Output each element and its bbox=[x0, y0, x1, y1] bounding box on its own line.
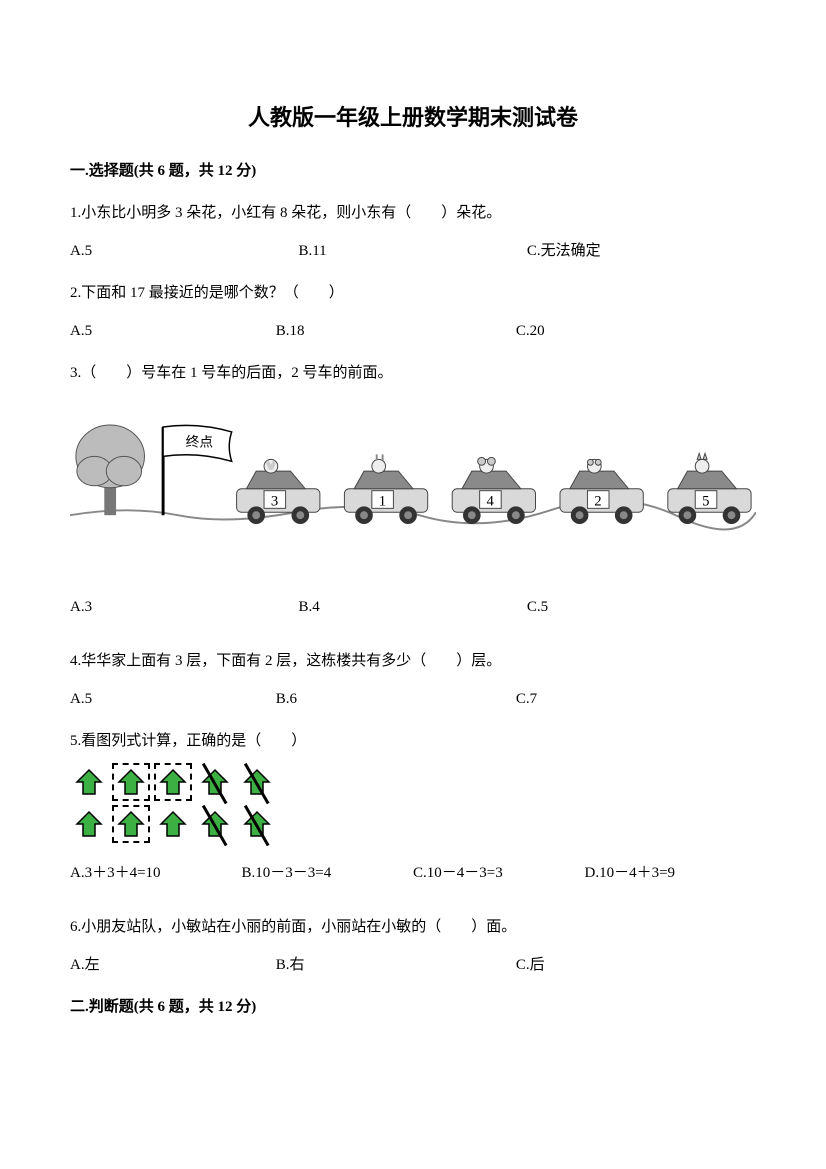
arrow-icon bbox=[70, 763, 108, 801]
arrows-figure bbox=[70, 763, 756, 843]
q4-option-b: B.6 bbox=[276, 687, 516, 711]
question-1: 1.小东比小明多 3 朵花，小红有 8 朵花，则小东有（ ）朵花。 A.5 B.… bbox=[70, 201, 756, 263]
question-6-options: A.左 B.右 C.后 bbox=[70, 953, 756, 977]
question-3-text: 3.（ ）号车在 1 号车的后面，2 号车的前面。 bbox=[70, 361, 756, 385]
svg-text:3: 3 bbox=[271, 494, 278, 510]
question-5-options: A.3＋3＋4=10 B.10－3－3=4 C.10－4－3=3 D.10－4＋… bbox=[70, 861, 756, 885]
finish-flag-icon: 终点 bbox=[163, 426, 232, 516]
question-3: 3.（ ）号车在 1 号车的后面，2 号车的前面。 终点 3 bbox=[70, 361, 756, 619]
q5-option-c: C.10－4－3=3 bbox=[413, 861, 585, 885]
q5-option-d: D.10－4＋3=9 bbox=[585, 861, 757, 885]
question-5: 5.看图列式计算，正确的是（ ） A.3＋3＋4=10 B.10－3－3=4 C… bbox=[70, 729, 756, 885]
question-6-text: 6.小朋友站队，小敏站在小丽的前面，小丽站在小敏的（ ）面。 bbox=[70, 915, 756, 939]
question-1-options: A.5 B.11 C.无法确定 bbox=[70, 239, 756, 263]
question-2-text: 2.下面和 17 最接近的是哪个数？（ ） bbox=[70, 281, 756, 305]
q1-option-b: B.11 bbox=[298, 239, 526, 263]
car-4: 4 bbox=[452, 458, 535, 525]
arrow-icon bbox=[154, 805, 192, 843]
flag-label: 终点 bbox=[186, 435, 214, 450]
q6-option-b: B.右 bbox=[276, 953, 516, 977]
arrow-icon bbox=[196, 763, 234, 801]
question-2: 2.下面和 17 最接近的是哪个数？（ ） A.5 B.18 C.20 bbox=[70, 281, 756, 343]
q3-option-c: C.5 bbox=[527, 595, 755, 619]
svg-text:2: 2 bbox=[594, 494, 601, 510]
arrow-icon bbox=[238, 805, 276, 843]
q4-option-c: C.7 bbox=[516, 687, 756, 711]
arrow-row-1 bbox=[70, 763, 756, 801]
q5-option-b: B.10－3－3=4 bbox=[242, 861, 414, 885]
question-4: 4.华华家上面有 3 层，下面有 2 层，这栋楼共有多少（ ）层。 A.5 B.… bbox=[70, 649, 756, 711]
q5-option-a: A.3＋3＋4=10 bbox=[70, 861, 242, 885]
q6-option-a: A.左 bbox=[70, 953, 276, 977]
tree-icon bbox=[76, 425, 145, 515]
arrow-row-2 bbox=[70, 805, 756, 843]
arrow-icon bbox=[154, 763, 192, 801]
section-2-header: 二.判断题(共 6 题，共 12 分) bbox=[70, 995, 756, 1019]
svg-text:5: 5 bbox=[702, 494, 709, 510]
q2-option-a: A.5 bbox=[70, 319, 276, 343]
car-scene-illustration: 终点 3 1 bbox=[70, 401, 756, 551]
arrow-icon bbox=[70, 805, 108, 843]
arrow-icon bbox=[112, 763, 150, 801]
q6-option-c: C.后 bbox=[516, 953, 756, 977]
arrow-icon bbox=[196, 805, 234, 843]
q3-option-a: A.3 bbox=[70, 595, 298, 619]
question-4-options: A.5 B.6 C.7 bbox=[70, 687, 756, 711]
q1-option-c: C.无法确定 bbox=[527, 239, 755, 263]
q1-option-a: A.5 bbox=[70, 239, 298, 263]
svg-text:4: 4 bbox=[487, 494, 495, 510]
page-title: 人教版一年级上册数学期末测试卷 bbox=[70, 100, 756, 135]
question-1-text: 1.小东比小明多 3 朵花，小红有 8 朵花，则小东有（ ）朵花。 bbox=[70, 201, 756, 225]
q2-option-b: B.18 bbox=[276, 319, 516, 343]
q3-option-b: B.4 bbox=[298, 595, 526, 619]
question-4-text: 4.华华家上面有 3 层，下面有 2 层，这栋楼共有多少（ ）层。 bbox=[70, 649, 756, 673]
arrow-icon bbox=[238, 763, 276, 801]
car-5: 5 bbox=[668, 454, 751, 525]
q2-option-c: C.20 bbox=[516, 319, 756, 343]
svg-text:1: 1 bbox=[379, 494, 386, 510]
question-6: 6.小朋友站队，小敏站在小丽的前面，小丽站在小敏的（ ）面。 A.左 B.右 C… bbox=[70, 915, 756, 977]
car-2: 2 bbox=[560, 460, 643, 525]
question-3-options: A.3 B.4 C.5 bbox=[70, 595, 756, 619]
section-1-header: 一.选择题(共 6 题，共 12 分) bbox=[70, 159, 756, 183]
q4-option-a: A.5 bbox=[70, 687, 276, 711]
question-2-options: A.5 B.18 C.20 bbox=[70, 319, 756, 343]
question-5-text: 5.看图列式计算，正确的是（ ） bbox=[70, 729, 756, 753]
car-1: 1 bbox=[344, 455, 427, 525]
arrow-icon bbox=[112, 805, 150, 843]
